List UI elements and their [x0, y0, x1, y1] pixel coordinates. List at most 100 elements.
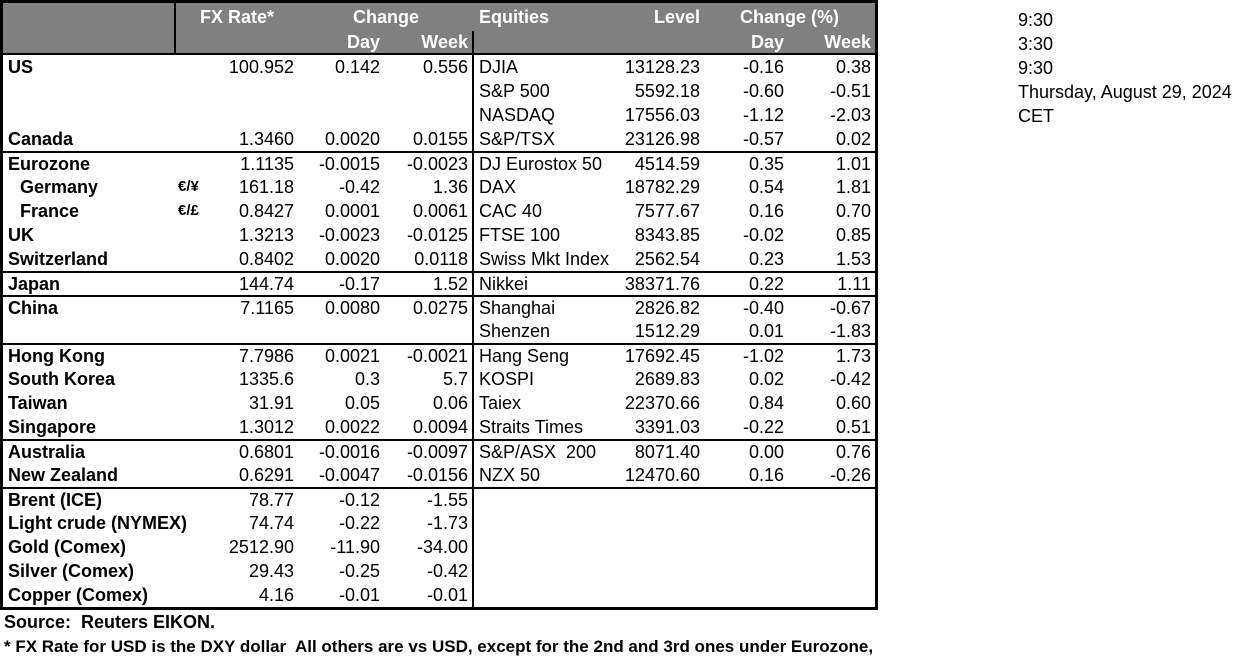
fx-week-change-value: 0.0118 [384, 247, 474, 271]
currency-pair-label [176, 271, 206, 295]
row-label: Singapore [8, 417, 97, 437]
equity-index-name: DJIA [479, 57, 519, 77]
fx-day-change-value: -0.0016 [298, 439, 384, 463]
fx-equities-table: FX Rate* Change Equities Level Change (%… [0, 0, 878, 610]
fx-day-change-value: -0.17 [298, 271, 384, 295]
fx-day-change-value: -11.90 [330, 537, 380, 557]
header-fx-rate: FX Rate* [176, 3, 298, 31]
fx-week-change-value: -0.42 [384, 559, 474, 583]
currency-pair-label [176, 319, 206, 343]
currency-pair-label: €/£ [178, 202, 199, 219]
fx-day-change-value: 0.0022 [324, 417, 380, 437]
equity-day-change-value [704, 487, 788, 511]
row-label: US [8, 57, 34, 77]
fx-week-change-value: 0.0094 [384, 415, 474, 439]
equity-week-change-value: -0.42 [829, 369, 871, 389]
fx-rate-value: 7.7986 [206, 343, 298, 367]
row-label [3, 79, 176, 103]
equity-day-change-value: 0.35 [704, 151, 788, 175]
header-spacer-eq [474, 31, 704, 55]
equity-day-change-value: -0.40 [704, 295, 788, 319]
equity-index-name: NZX 50 [479, 465, 541, 485]
equity-index-name: S&P 500 [479, 81, 550, 101]
currency-pair-label: €/¥ [178, 178, 199, 195]
equity-week-change-value: -1.83 [829, 321, 871, 341]
fx-week-change-value: 5.7 [384, 367, 474, 391]
equity-day-change-value: -0.16 [742, 57, 784, 77]
equity-level-value: 8343.85 [634, 225, 700, 245]
equity-day-change-value [704, 511, 788, 535]
currency-pair-label [176, 223, 206, 247]
fx-rate-value: 7.1165 [206, 295, 298, 319]
currency-pair-label [176, 583, 206, 607]
fx-week-change-value: -0.0125 [384, 223, 474, 247]
equity-day-change-value: 0.01 [748, 321, 784, 341]
equity-level-value: 2826.82 [604, 295, 704, 319]
equity-day-change-value: -1.12 [742, 105, 784, 125]
fx-week-change-value: 0.0155 [384, 127, 474, 151]
equity-index-name: CAC 40 [479, 201, 543, 221]
equity-level-value: 3391.03 [634, 417, 700, 437]
equity-day-change-value: 0.23 [748, 249, 784, 269]
fx-week-change-value [384, 103, 474, 127]
equity-day-change-value: 0.16 [748, 201, 784, 221]
equity-week-change-value [788, 583, 875, 607]
equity-index-name: DJ Eurostox 50 [474, 151, 604, 175]
equity-week-change-value: 1.11 [788, 271, 875, 295]
equity-week-change-value [788, 487, 875, 511]
equity-index-name [474, 559, 604, 583]
equity-index-name: Nikkei [474, 271, 604, 295]
row-label: South Korea [8, 369, 116, 389]
equity-level-value: 23126.98 [624, 129, 700, 149]
row-label: UK [8, 225, 34, 245]
fx-rate-value: 1335.6 [238, 369, 294, 389]
equity-week-change-value [788, 511, 875, 535]
fx-week-change-value: 1.36 [384, 175, 474, 199]
row-label [3, 319, 176, 343]
fx-week-change-value: -0.0097 [384, 439, 474, 463]
fx-rate-value: 144.74 [206, 271, 298, 295]
equity-index-name: Hang Seng [474, 343, 604, 367]
equity-level-value: 1512.29 [634, 321, 700, 341]
equity-day-change-value: -0.22 [742, 417, 784, 437]
row-label: Copper (Comex) [8, 585, 149, 605]
row-label: Japan [3, 271, 176, 295]
row-label: Taiwan [8, 393, 68, 413]
currency-pair-label [176, 463, 206, 487]
fx-day-change-value: -0.12 [298, 487, 384, 511]
currency-pair-label [176, 151, 206, 175]
fx-day-change-value: -0.0023 [318, 225, 380, 245]
fx-day-change-value: -0.01 [338, 585, 380, 605]
fx-week-change-value: 0.556 [384, 55, 474, 79]
equity-day-change-value [704, 559, 788, 583]
fx-day-change-value: -0.25 [338, 561, 380, 581]
header-corner-cell [3, 3, 176, 55]
header-equities: Equities [474, 3, 604, 31]
equity-day-change-value: 0.02 [748, 369, 784, 389]
row-label: Switzerland [8, 249, 109, 269]
fx-week-change-value: 0.06 [384, 391, 474, 415]
currency-pair-label [176, 439, 206, 463]
currency-pair-label [176, 367, 206, 391]
currency-pair-label [176, 415, 206, 439]
equity-week-change-value: 0.38 [835, 57, 871, 77]
fx-week-change-value: -0.0021 [384, 343, 474, 367]
fx-day-change-value [298, 319, 384, 343]
currency-pair-label [176, 487, 206, 511]
fx-day-change-value: -0.22 [338, 513, 380, 533]
equity-level-value: 8071.40 [604, 439, 704, 463]
equity-week-change-value: 0.85 [835, 225, 871, 245]
equity-day-change-value: 0.16 [748, 465, 784, 485]
row-label: New Zealand [8, 465, 119, 485]
date-label: Thursday, August 29, 2024 [1018, 82, 1232, 102]
fx-rate-value: 0.6291 [238, 465, 294, 485]
fx-rate-value: 4.16 [258, 585, 294, 605]
equity-index-name: S&P/TSX [479, 129, 556, 149]
equity-level-value: 2562.54 [634, 249, 700, 269]
header-fx-week: Week [384, 31, 474, 55]
row-label: China [3, 295, 176, 319]
row-label: Eurozone [3, 151, 176, 175]
equity-level-value: 4514.59 [604, 151, 704, 175]
row-label: Gold (Comex) [8, 537, 127, 557]
equity-week-change-value [788, 535, 875, 559]
